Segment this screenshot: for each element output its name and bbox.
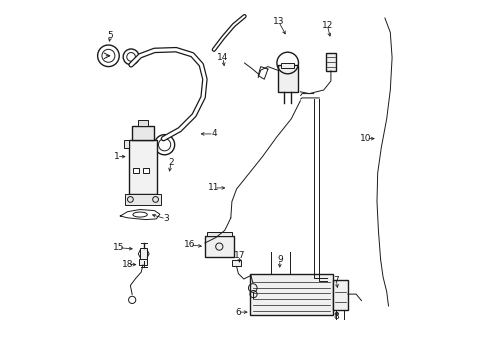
Bar bbox=[142, 168, 148, 173]
Text: 5: 5 bbox=[107, 31, 113, 40]
Text: 17: 17 bbox=[233, 251, 244, 260]
Bar bbox=[204, 236, 233, 257]
Text: 10: 10 bbox=[360, 134, 371, 143]
Bar bbox=[125, 194, 161, 205]
Text: 11: 11 bbox=[208, 184, 219, 192]
Text: 7: 7 bbox=[333, 276, 339, 285]
Bar bbox=[206, 232, 231, 236]
Text: 13: 13 bbox=[272, 17, 284, 26]
Text: 8: 8 bbox=[332, 311, 338, 320]
Text: 2: 2 bbox=[168, 158, 174, 167]
Text: 1: 1 bbox=[114, 152, 120, 161]
Bar bbox=[249, 274, 332, 315]
Text: 15: 15 bbox=[113, 243, 124, 252]
Bar bbox=[281, 63, 294, 68]
Bar bbox=[277, 65, 297, 92]
Bar bbox=[132, 126, 153, 140]
Bar bbox=[124, 140, 129, 148]
Bar bbox=[128, 140, 157, 194]
Bar bbox=[133, 168, 139, 173]
Bar bbox=[332, 280, 347, 310]
Bar bbox=[137, 120, 148, 126]
Text: 4: 4 bbox=[211, 129, 216, 138]
Bar bbox=[140, 248, 147, 261]
Text: 12: 12 bbox=[321, 21, 332, 30]
Text: 18: 18 bbox=[122, 260, 133, 269]
Bar bbox=[232, 260, 241, 266]
Text: 14: 14 bbox=[217, 53, 228, 62]
Text: 3: 3 bbox=[163, 214, 168, 223]
Text: 16: 16 bbox=[183, 240, 195, 249]
Bar bbox=[139, 259, 147, 265]
Text: 6: 6 bbox=[235, 307, 241, 317]
Bar bbox=[325, 53, 335, 71]
Text: 9: 9 bbox=[276, 256, 282, 264]
